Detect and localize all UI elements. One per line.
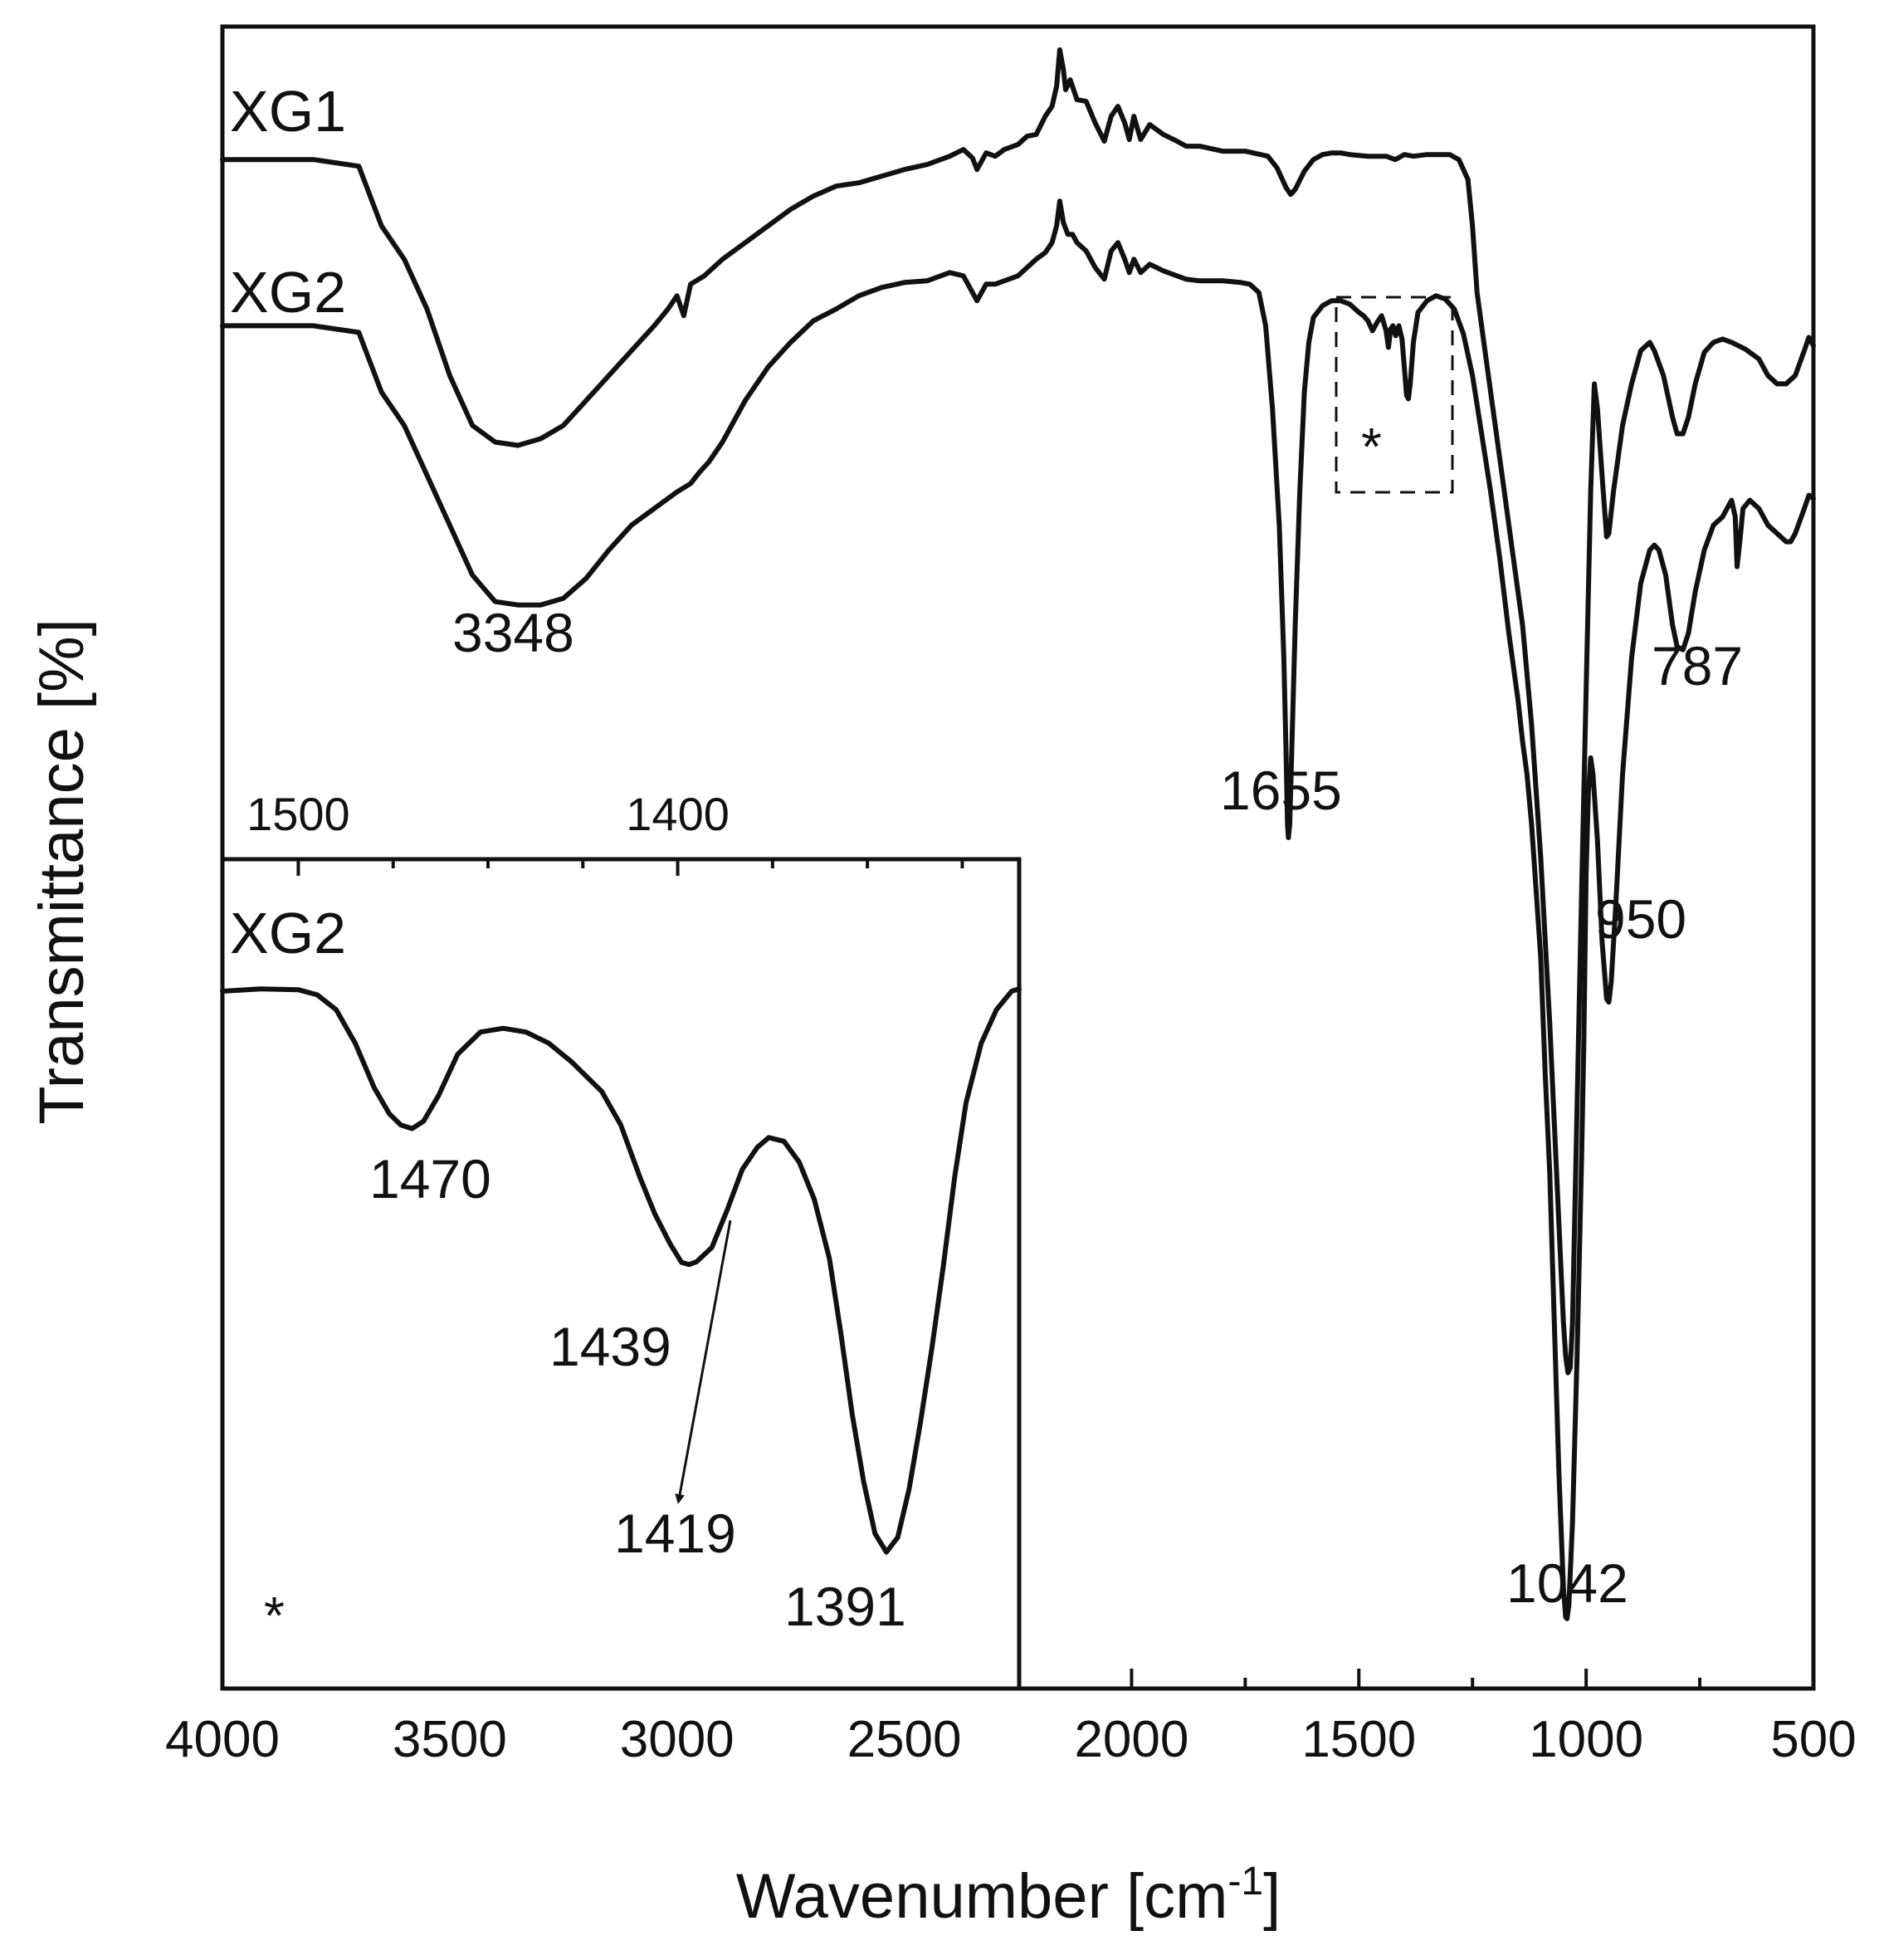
inset-peak-label-1470: 1470 bbox=[369, 1148, 491, 1210]
x-axis-title-suffix: ] bbox=[1263, 1861, 1281, 1932]
x-tick-label-2000: 2000 bbox=[1074, 1711, 1188, 1768]
peak-label-3348: 3348 bbox=[452, 602, 574, 663]
x-tick-label-500: 500 bbox=[1770, 1711, 1856, 1768]
peak-label-787: 787 bbox=[1652, 635, 1743, 697]
x-axis-tick-labels: 4000 3500 3000 2500 2000 1500 1000 500 bbox=[165, 1711, 1857, 1768]
x-tick-label-2500: 2500 bbox=[847, 1711, 962, 1768]
inset-tick-label-1500: 1500 bbox=[246, 788, 350, 840]
inset-peak-label-1439: 1439 bbox=[549, 1316, 671, 1377]
x-tick-label-1000: 1000 bbox=[1529, 1711, 1643, 1768]
peak-label-1655: 1655 bbox=[1220, 760, 1342, 821]
x-axis-title-superscript: -1 bbox=[1227, 1860, 1263, 1904]
inset-background bbox=[222, 859, 1019, 1689]
y-axis-title: Transmittance [%] bbox=[27, 618, 97, 1125]
inset-marker: * bbox=[264, 1586, 285, 1645]
peak-label-950: 950 bbox=[1595, 888, 1686, 950]
inset-trace bbox=[220, 986, 1022, 1555]
x-tick-label-3000: 3000 bbox=[620, 1711, 735, 1768]
inset-peak-label-1391: 1391 bbox=[784, 1576, 906, 1637]
inset-tick-label-1400: 1400 bbox=[626, 788, 730, 840]
x-axis-title-main: Wavenumber [cm bbox=[736, 1861, 1228, 1932]
highlight-box-marker: * bbox=[1361, 417, 1382, 477]
inset-series-line-xg2 bbox=[220, 986, 1022, 1555]
x-tick-label-1500: 1500 bbox=[1301, 1711, 1416, 1768]
series-line-xg2 bbox=[220, 198, 1816, 1621]
x-axis-title: Wavenumber [cm-1] bbox=[736, 1860, 1281, 1932]
x-tick-label-4000: 4000 bbox=[165, 1711, 280, 1768]
highlight-box bbox=[1335, 296, 1454, 494]
series-line-xg1 bbox=[220, 47, 1816, 1376]
inset-axis-tick-labels: 1500 1400 bbox=[246, 788, 730, 840]
inset-series-label: XG2 bbox=[230, 901, 346, 965]
inset-arrow-1419 bbox=[675, 1220, 732, 1504]
x-tick-label-3500: 3500 bbox=[393, 1711, 507, 1768]
peak-label-1042: 1042 bbox=[1506, 1552, 1628, 1614]
inset-peak-label-1419: 1419 bbox=[614, 1503, 736, 1564]
inset-frame bbox=[220, 857, 1022, 1691]
series-label-xg2: XG2 bbox=[230, 260, 346, 325]
series-traces bbox=[220, 47, 1816, 1621]
series-label-xg1: XG1 bbox=[230, 79, 346, 144]
